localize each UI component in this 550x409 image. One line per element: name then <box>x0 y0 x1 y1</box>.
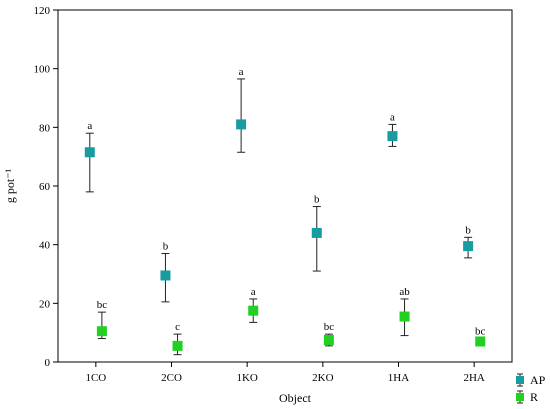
point-ap-1ha: a <box>387 111 398 147</box>
significance-label: a <box>87 120 92 132</box>
significance-label: bc <box>324 321 335 333</box>
point-r-1ha: ab <box>399 286 410 337</box>
y-tick-label: 100 <box>34 64 51 76</box>
legend-ap-label: AP <box>530 373 546 387</box>
legend-item-r: R <box>516 390 538 404</box>
point-ap-2co: b <box>160 240 171 303</box>
legend-r-marker <box>516 393 524 401</box>
significance-label: b <box>163 240 169 252</box>
significance-label: b <box>465 224 471 236</box>
x-axis-title: Object <box>279 391 312 405</box>
data-marker <box>248 305 259 316</box>
point-r-2ko: bc <box>323 321 335 347</box>
data-marker <box>96 326 107 337</box>
point-r-2co: c <box>172 321 183 356</box>
data-marker <box>236 119 247 130</box>
data-marker <box>475 336 486 347</box>
significance-label: a <box>239 66 244 78</box>
data-marker <box>323 335 334 345</box>
significance-label: ab <box>399 286 410 298</box>
significance-label: a <box>390 111 395 123</box>
x-axis: 1CO 2CO 1KO 2KO 1HA 2HA <box>85 362 485 384</box>
y-tick-label: 40 <box>39 240 51 252</box>
point-ap-1ko: a <box>236 66 247 153</box>
point-r-2ha: bc <box>475 326 486 347</box>
data-marker <box>160 270 171 281</box>
x-tick-label: 1KO <box>236 372 257 384</box>
significance-label: bc <box>97 299 108 311</box>
plot-frame <box>57 9 513 363</box>
data-marker <box>399 311 410 322</box>
x-tick-label: 1HA <box>388 372 409 384</box>
data-marker <box>387 131 398 142</box>
point-r-1ko: a <box>248 286 259 323</box>
point-r-1co: bc <box>96 299 108 340</box>
data-marker <box>311 227 322 238</box>
legend: AP R <box>516 373 546 404</box>
y-tick-label: 0 <box>45 357 51 369</box>
x-tick-label: 2HA <box>463 372 484 384</box>
y-axis: 0 20 40 60 80 100 120 <box>34 5 58 369</box>
y-axis-title: g pot⁻¹ <box>3 168 17 203</box>
y-tick-label: 60 <box>39 181 51 193</box>
legend-ap-marker <box>516 376 524 384</box>
x-tick-label: 2KO <box>312 372 333 384</box>
data-marker <box>172 340 183 351</box>
significance-label: b <box>314 194 320 206</box>
y-tick-label: 120 <box>34 5 51 17</box>
point-ap-2ko: b <box>311 194 322 272</box>
significance-label: c <box>175 321 180 333</box>
legend-r-label: R <box>530 390 538 404</box>
x-tick-label: 1CO <box>85 372 106 384</box>
x-tick-label: 2CO <box>161 372 182 384</box>
point-ap-1co: a <box>84 120 95 193</box>
data-marker <box>463 241 474 252</box>
point-ap-2ha: b <box>463 224 474 259</box>
y-tick-label: 80 <box>39 122 51 134</box>
legend-item-ap: AP <box>516 373 546 387</box>
data-marker <box>84 147 95 158</box>
y-tick-label: 20 <box>39 298 51 310</box>
significance-label: a <box>251 286 256 298</box>
significance-label: bc <box>475 326 486 338</box>
